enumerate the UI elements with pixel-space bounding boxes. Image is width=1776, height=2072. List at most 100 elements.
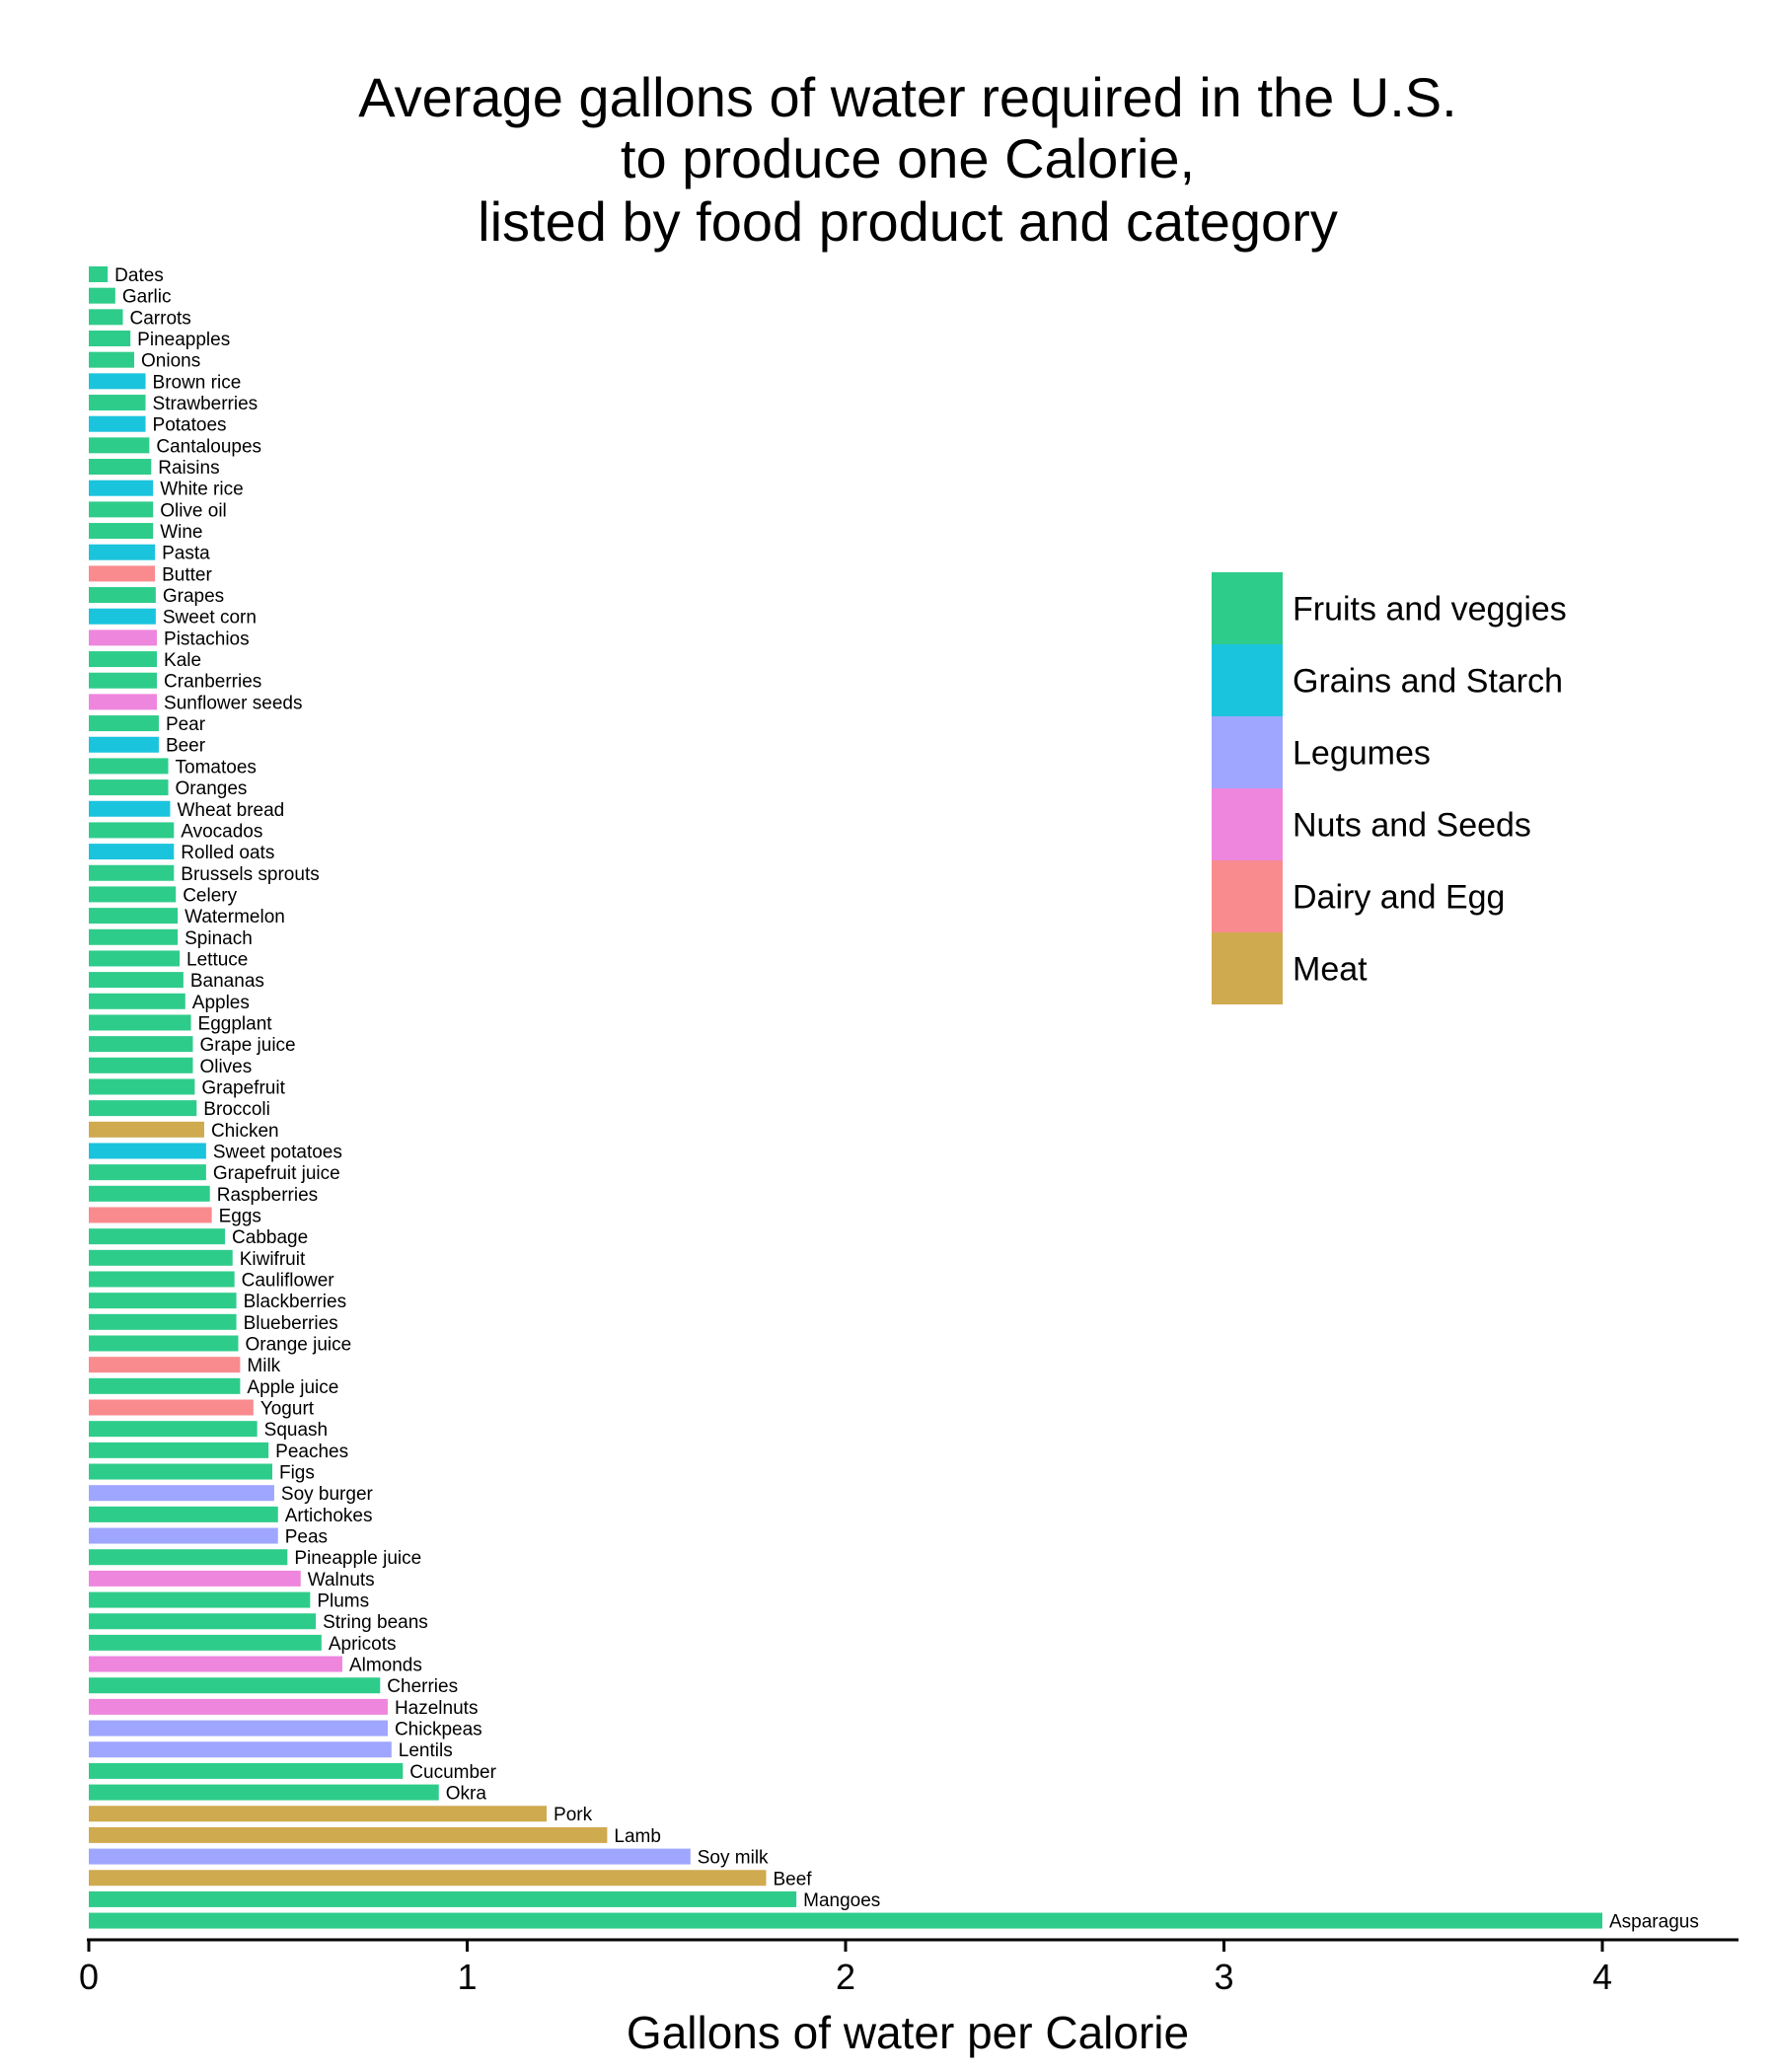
bar-label-pineapple-juice: Pineapple juice xyxy=(294,1548,421,1569)
bar-pineapple-juice xyxy=(89,1549,288,1566)
bar-pasta xyxy=(89,544,156,560)
chart-title-line-3: listed by food product and category xyxy=(478,190,1338,253)
bar-label-wine: Wine xyxy=(160,522,202,543)
bar-label-blackberries: Blackberries xyxy=(244,1292,347,1312)
bar-label-lettuce: Lettuce xyxy=(186,949,248,970)
bar-rolled-oats xyxy=(89,844,175,860)
bar-label-beef: Beef xyxy=(773,1869,812,1889)
bar-pork xyxy=(89,1806,548,1822)
bar-label-cucumber: Cucumber xyxy=(409,1762,496,1783)
bar-okra xyxy=(89,1784,439,1801)
bar-sweet-corn xyxy=(89,608,156,625)
bar-blackberries xyxy=(89,1293,237,1309)
bar-apple-juice xyxy=(89,1377,241,1394)
bar-label-celery: Celery xyxy=(183,885,237,906)
bar-label-raspberries: Raspberries xyxy=(217,1185,318,1206)
bar-label-brown-rice: Brown rice xyxy=(153,372,242,393)
bar-label-grape-juice: Grape juice xyxy=(199,1035,295,1056)
bar-label-garlic: Garlic xyxy=(122,287,172,308)
bar-dates xyxy=(89,266,109,282)
bar-label-watermelon: Watermelon xyxy=(185,907,285,927)
bar-label-peas: Peas xyxy=(285,1527,328,1548)
bar-label-butter: Butter xyxy=(162,564,212,585)
bar-peaches xyxy=(89,1442,269,1458)
legend-label-grains-and-starch: Grains and Starch xyxy=(1293,663,1563,701)
bar-mangoes xyxy=(89,1890,797,1907)
bar-label-chicken: Chicken xyxy=(211,1121,279,1142)
bar-label-cantaloupes: Cantaloupes xyxy=(156,436,261,457)
bar-apricots xyxy=(89,1634,322,1651)
bar-label-grapefruit: Grapefruit xyxy=(201,1077,285,1098)
x-tick-label-2: 2 xyxy=(836,1957,855,1997)
bar-blueberries xyxy=(89,1313,237,1330)
bar-butter xyxy=(89,565,156,582)
legend-label-dairy-and-egg: Dairy and Egg xyxy=(1293,879,1505,917)
bar-label-apple-juice: Apple juice xyxy=(247,1377,338,1398)
bar-label-plums: Plums xyxy=(317,1591,369,1612)
x-axis-title: Gallons of water per Calorie xyxy=(627,2007,1189,2058)
bar-almonds xyxy=(89,1656,342,1672)
bar-label-carrots: Carrots xyxy=(130,308,191,329)
bar-garlic xyxy=(89,287,115,304)
bar-sweet-potatoes xyxy=(89,1143,206,1159)
bar-cantaloupes xyxy=(89,437,150,454)
bar-lentils xyxy=(89,1741,392,1758)
bar-white-rice xyxy=(89,480,154,496)
bar-eggs xyxy=(89,1207,212,1223)
bar-label-okra: Okra xyxy=(446,1784,487,1805)
legend-swatch-legumes xyxy=(1212,716,1283,788)
bar-soy-milk xyxy=(89,1848,691,1865)
bar-label-milk: Milk xyxy=(247,1356,280,1376)
bar-carrots xyxy=(89,309,123,326)
bar-bananas xyxy=(89,972,184,989)
x-tick-label-0: 0 xyxy=(79,1957,99,1997)
bar-label-yogurt: Yogurt xyxy=(260,1399,315,1420)
bar-label-kiwifruit: Kiwifruit xyxy=(240,1249,306,1270)
bar-beer xyxy=(89,736,159,753)
bar-pineapples xyxy=(89,331,131,347)
bar-label-white-rice: White rice xyxy=(160,480,243,500)
bar-cauliflower xyxy=(89,1271,235,1288)
bar-label-raisins: Raisins xyxy=(158,458,219,479)
bar-string-beans xyxy=(89,1613,317,1630)
bar-label-pork: Pork xyxy=(554,1805,593,1825)
chart-title: Average gallons of water required in the… xyxy=(358,66,1456,253)
bar-label-apples: Apples xyxy=(192,993,250,1013)
bar-label-soy-milk: Soy milk xyxy=(698,1848,769,1869)
bar-chicken xyxy=(89,1121,204,1138)
bar-asparagus xyxy=(89,1912,1602,1929)
bar-label-eggs: Eggs xyxy=(219,1206,261,1226)
bar-label-grapes: Grapes xyxy=(163,586,224,607)
bar-label-wheat-bread: Wheat bread xyxy=(177,800,284,821)
bar-label-olive-oil: Olive oil xyxy=(160,500,227,521)
bar-label-grapefruit-juice: Grapefruit juice xyxy=(213,1163,340,1184)
bar-milk xyxy=(89,1357,241,1373)
chart-title-line-2: to produce one Calorie, xyxy=(621,127,1195,189)
bar-label-almonds: Almonds xyxy=(349,1656,422,1676)
bar-label-sweet-corn: Sweet corn xyxy=(163,608,257,629)
bar-label-cabbage: Cabbage xyxy=(232,1227,308,1248)
bar-label-avocados: Avocados xyxy=(181,821,262,842)
bar-label-rolled-oats: Rolled oats xyxy=(181,843,274,863)
bar-label-lentils: Lentils xyxy=(399,1740,453,1761)
bar-label-beer: Beer xyxy=(166,736,206,757)
bar-spinach xyxy=(89,928,179,945)
bar-label-asparagus: Asparagus xyxy=(1609,1912,1699,1933)
bar-yogurt xyxy=(89,1399,254,1416)
bar-label-blueberries: Blueberries xyxy=(244,1313,338,1334)
bar-grapefruit-juice xyxy=(89,1164,206,1181)
bar-wheat-bread xyxy=(89,800,171,817)
bar-kiwifruit xyxy=(89,1249,233,1266)
bar-wine xyxy=(89,523,154,540)
bar-label-artichokes: Artichokes xyxy=(285,1506,373,1526)
bars-group: DatesGarlicCarrotsPineapplesOnionsBrown … xyxy=(89,265,1699,1933)
legend-label-nuts-and-seeds: Nuts and Seeds xyxy=(1293,807,1531,845)
bar-label-pistachios: Pistachios xyxy=(164,629,250,649)
bar-figs xyxy=(89,1463,272,1480)
bar-label-bananas: Bananas xyxy=(190,971,264,992)
bar-broccoli xyxy=(89,1100,197,1117)
bar-label-onions: Onions xyxy=(141,351,200,372)
bar-label-pasta: Pasta xyxy=(162,544,210,564)
bar-label-potatoes: Potatoes xyxy=(153,415,227,436)
bar-grape-juice xyxy=(89,1036,193,1053)
